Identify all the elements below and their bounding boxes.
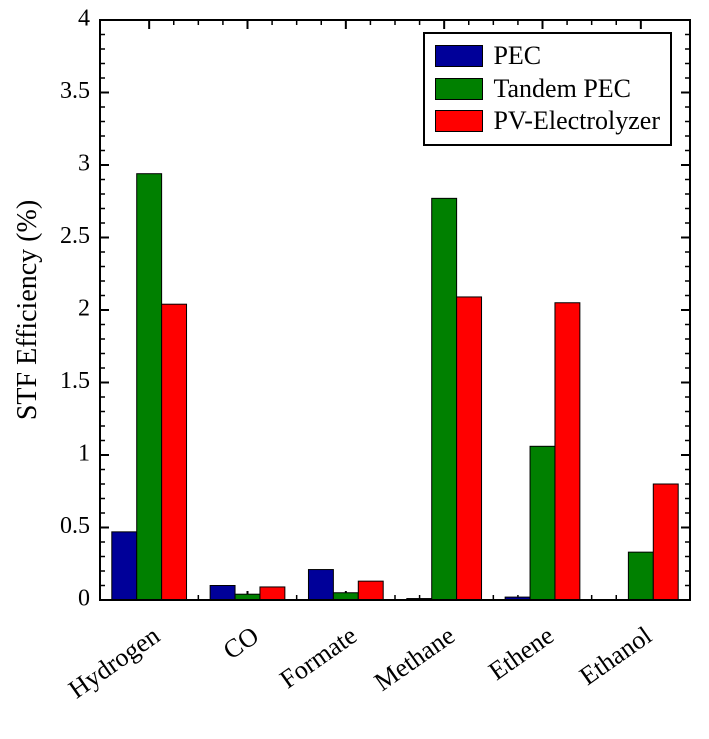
y-tick-label: 3 — [78, 151, 90, 177]
legend-item: PEC — [435, 40, 660, 73]
y-tick-label: 0.5 — [60, 513, 90, 539]
y-tick-label: 4 — [78, 6, 90, 32]
legend-item: Tandem PEC — [435, 73, 660, 106]
legend-label: Tandem PEC — [493, 73, 631, 106]
legend-label: PEC — [493, 40, 541, 73]
legend-swatch — [435, 45, 483, 67]
y-tick-label: 3.5 — [60, 78, 90, 104]
y-tick-label: 2 — [78, 296, 90, 322]
y-tick-label: 1 — [78, 441, 90, 467]
y-tick-label: 0 — [78, 586, 90, 612]
legend-label: PV-Electrolyzer — [493, 105, 660, 138]
legend-item: PV-Electrolyzer — [435, 105, 660, 138]
y-axis-label: STF Efficiency (%) — [12, 200, 44, 420]
legend-swatch — [435, 78, 483, 100]
y-tick-label: 2.5 — [60, 223, 90, 249]
legend-swatch — [435, 110, 483, 132]
y-tick-label: 1.5 — [60, 368, 90, 394]
bar-chart: 0 0.5 1 1.5 2 2.5 3 3.5 4 STF Efficiency (%) PEC… — [0, 0, 709, 739]
legend: PECTandem PECPV-Electrolyzer — [423, 32, 672, 146]
